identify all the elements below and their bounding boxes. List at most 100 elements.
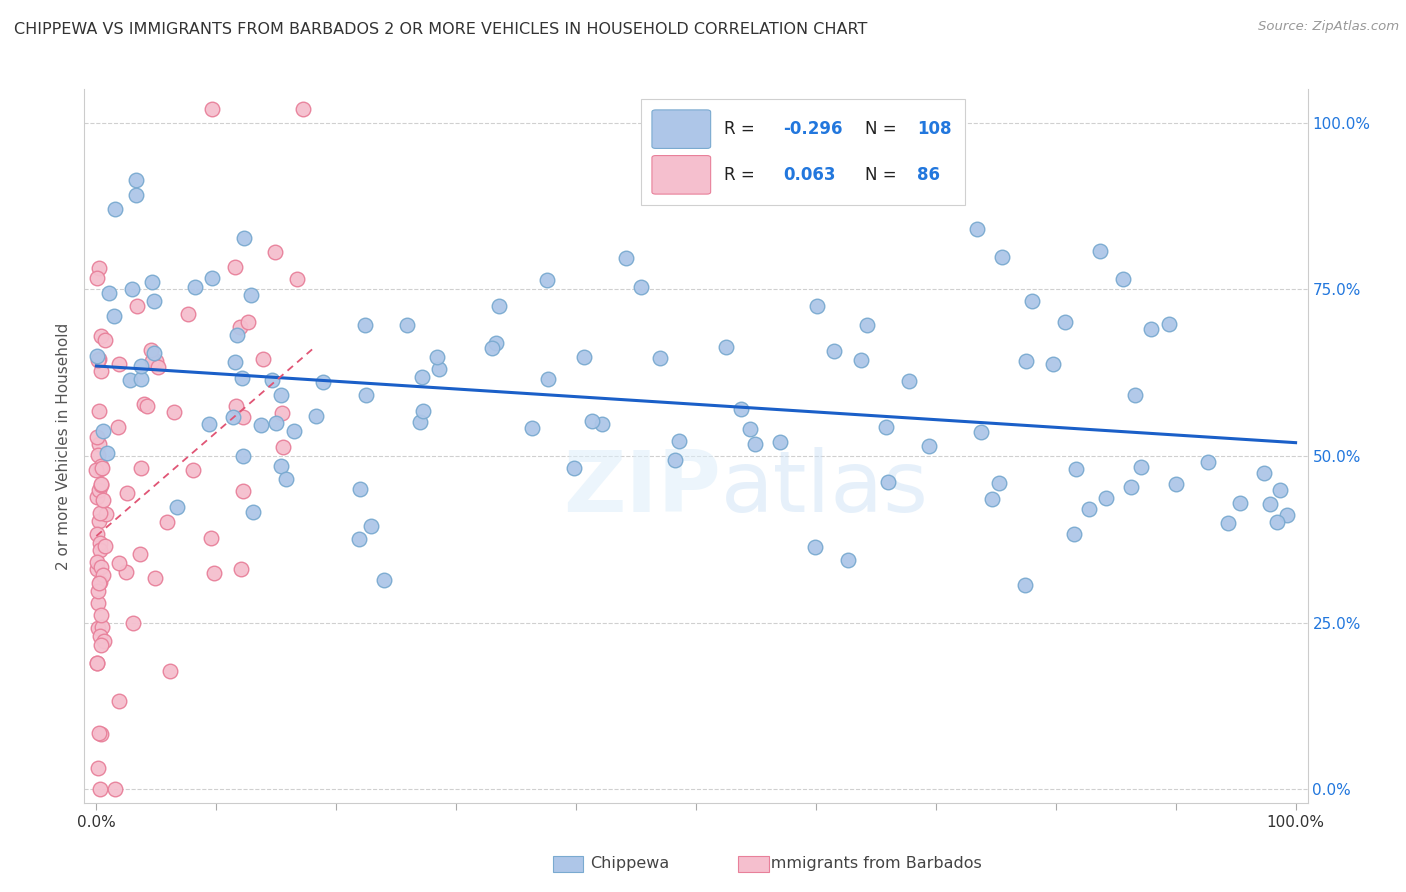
Point xyxy=(283,424,305,438)
Point xyxy=(1090,244,1112,258)
Point xyxy=(409,415,432,429)
Text: Source: ZipAtlas.com: Source: ZipAtlas.com xyxy=(1258,20,1399,33)
Point xyxy=(1014,353,1036,368)
Point xyxy=(271,440,294,454)
Point xyxy=(240,288,263,302)
Point xyxy=(91,493,114,508)
Point xyxy=(87,576,110,591)
Point xyxy=(714,340,737,354)
Point xyxy=(156,515,179,529)
Point xyxy=(411,370,433,384)
Point xyxy=(125,299,148,313)
Point xyxy=(86,490,108,504)
Point xyxy=(143,571,166,585)
Point xyxy=(591,417,613,432)
Point xyxy=(94,507,117,521)
Point xyxy=(426,350,449,364)
Point xyxy=(353,318,375,332)
Point xyxy=(134,397,156,411)
Point xyxy=(91,424,114,438)
Point xyxy=(166,500,188,515)
Point xyxy=(1258,497,1281,511)
Point xyxy=(354,388,377,402)
Point xyxy=(86,349,108,363)
Text: ZIP: ZIP xyxy=(562,447,720,531)
Point xyxy=(103,310,125,324)
Point xyxy=(184,280,207,294)
Point xyxy=(304,409,326,424)
Point xyxy=(89,536,111,550)
Point xyxy=(204,566,226,580)
Y-axis label: 2 or more Vehicles in Household: 2 or more Vehicles in Household xyxy=(56,322,72,570)
Point xyxy=(520,421,543,435)
Point xyxy=(129,461,152,475)
Point xyxy=(236,316,259,330)
Point xyxy=(89,506,111,520)
Point xyxy=(412,403,434,417)
Point xyxy=(146,360,169,375)
Point xyxy=(1095,491,1118,505)
Point xyxy=(1066,462,1088,476)
Point xyxy=(108,357,131,371)
Point xyxy=(1253,466,1275,480)
Point xyxy=(89,782,111,797)
Point xyxy=(143,293,166,308)
FancyBboxPatch shape xyxy=(652,110,710,148)
Point xyxy=(274,472,297,486)
Point xyxy=(89,351,111,366)
Point xyxy=(87,404,110,418)
Point xyxy=(849,352,872,367)
Point xyxy=(129,359,152,374)
Point xyxy=(129,372,152,386)
Point xyxy=(104,202,127,216)
Point xyxy=(242,505,264,519)
Text: 86: 86 xyxy=(917,166,941,184)
Point xyxy=(349,482,371,496)
Point xyxy=(614,251,637,265)
Point xyxy=(1140,321,1163,335)
Point xyxy=(89,514,111,528)
Point xyxy=(232,449,254,463)
Point xyxy=(1021,293,1043,308)
Point xyxy=(232,409,254,424)
Point xyxy=(1078,502,1101,516)
Point xyxy=(744,437,766,451)
Point xyxy=(270,387,292,401)
Point xyxy=(481,341,503,355)
Point xyxy=(224,260,246,274)
Point xyxy=(981,491,1004,506)
Point xyxy=(738,422,761,436)
Point xyxy=(141,275,163,289)
Point xyxy=(87,761,110,775)
Point xyxy=(87,583,110,598)
Point xyxy=(120,373,142,387)
Point xyxy=(224,354,246,368)
Point xyxy=(991,251,1014,265)
Point xyxy=(1063,526,1085,541)
Point xyxy=(124,173,146,187)
Point xyxy=(1014,578,1036,592)
Point xyxy=(97,285,120,300)
Point xyxy=(837,552,859,566)
Point xyxy=(87,483,110,497)
Point xyxy=(93,633,115,648)
Point xyxy=(115,486,138,500)
Point xyxy=(648,351,671,365)
Point xyxy=(270,406,292,420)
Point xyxy=(201,271,224,285)
FancyBboxPatch shape xyxy=(641,99,965,205)
Point xyxy=(918,439,941,453)
Point xyxy=(121,282,143,296)
Text: Chippewa: Chippewa xyxy=(591,856,669,871)
Point xyxy=(143,346,166,360)
Point xyxy=(87,437,110,451)
Point xyxy=(136,399,159,413)
Point xyxy=(91,461,114,475)
Text: atlas: atlas xyxy=(720,447,928,531)
Point xyxy=(1042,357,1064,371)
Point xyxy=(485,336,508,351)
Point xyxy=(232,483,254,498)
Point xyxy=(231,562,253,576)
Point xyxy=(231,371,253,385)
Point xyxy=(1229,496,1251,510)
